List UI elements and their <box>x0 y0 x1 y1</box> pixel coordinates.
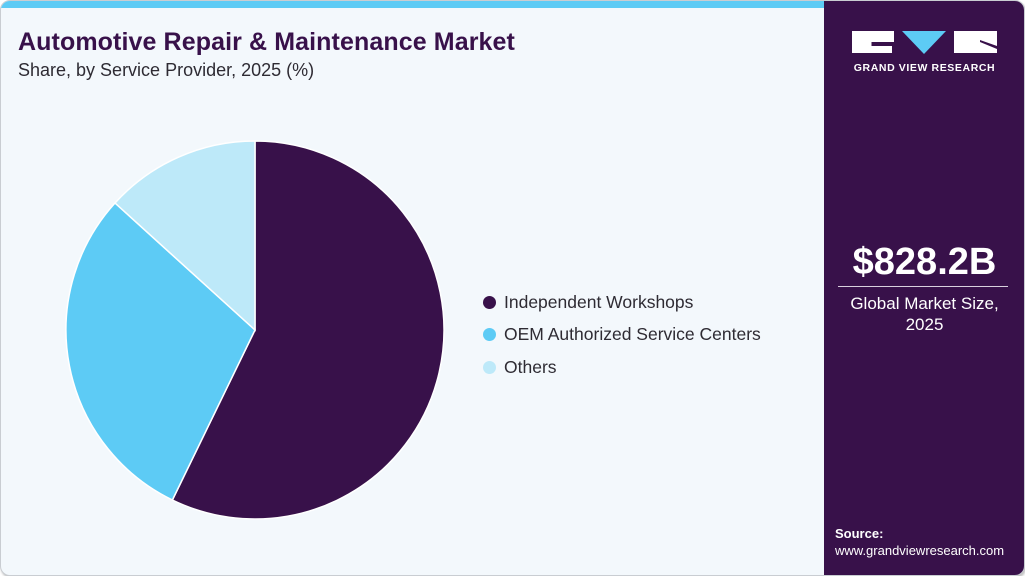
market-size-label: Global Market Size, 2025 <box>824 293 1024 335</box>
chart-title: Automotive Repair & Maintenance Market <box>18 28 515 56</box>
pie-slice-independent-workshops[interactable] <box>171 140 445 520</box>
market-size-label-line1: Global Market Size, <box>850 294 999 313</box>
chart-subtitle: Share, by Service Provider, 2025 (%) <box>18 60 315 80</box>
chart-legend: Independent Workshops OEM Authorized Ser… <box>483 286 761 384</box>
legend-label: Others <box>504 356 557 377</box>
legend-label: Independent Workshops <box>504 291 694 312</box>
market-size-value: $828.2B <box>852 241 997 283</box>
pie-slice-oem-authorized-service-centers[interactable] <box>65 201 256 502</box>
pie-slice-others[interactable] <box>113 140 256 332</box>
grand-view-research-logo[interactable]: GRAND VIEW RESEARCH <box>852 29 997 75</box>
legend-item-oem-authorized-service-centers[interactable]: OEM Authorized Service Centers <box>483 319 761 352</box>
legend-item-independent-workshops[interactable]: Independent Workshops <box>483 286 761 319</box>
logo-text: GRAND VIEW RESEARCH <box>853 62 996 74</box>
legend-item-others[interactable]: Others <box>483 351 761 384</box>
source-label: Source: <box>835 526 884 541</box>
legend-dot-icon <box>483 295 496 309</box>
accent-bar <box>1 1 824 8</box>
sidebar-panel: GRAND VIEW RESEARCH $828.2B Global Marke… <box>824 1 1024 575</box>
source-link[interactable]: www.grandviewresearch.com <box>835 543 1005 558</box>
gvr-logo-icon <box>852 31 997 54</box>
legend-dot-icon <box>483 360 496 374</box>
market-size-label-line2: 2025 <box>905 315 944 334</box>
pie-chart <box>65 140 445 520</box>
legend-label: OEM Authorized Service Centers <box>504 324 761 345</box>
legend-dot-icon <box>483 328 496 342</box>
divider <box>838 286 1008 287</box>
